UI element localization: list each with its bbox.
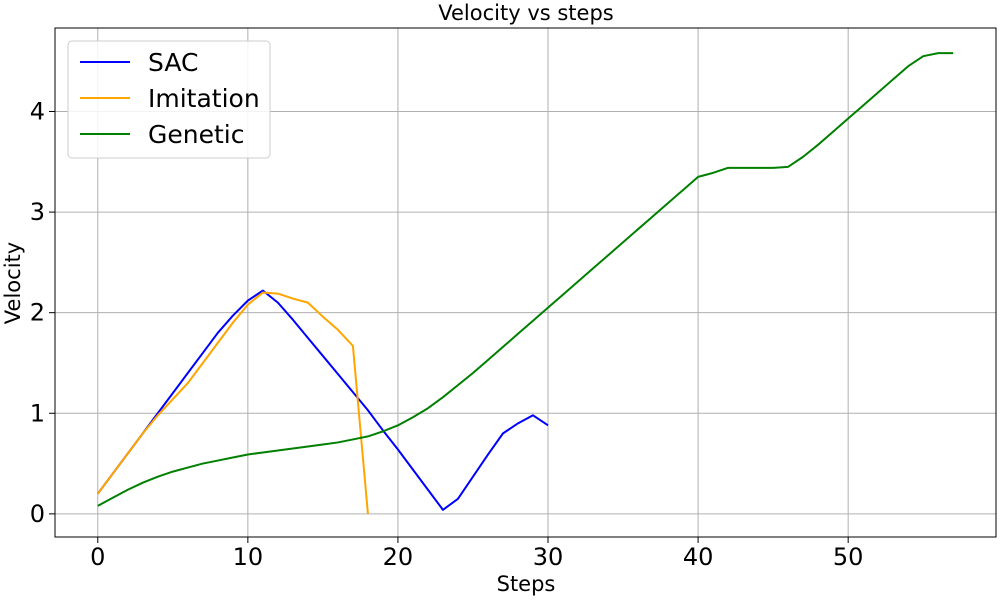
x-axis-label: Steps [497, 572, 556, 596]
x-tick-label: 20 [383, 543, 414, 571]
y-tick-label: 4 [30, 97, 45, 125]
y-tick-label: 2 [30, 299, 45, 327]
axis-ticks: 0 10 20 30 40 50 0 1 2 3 4 [30, 97, 864, 571]
legend-item-imitation: Imitation [80, 84, 260, 113]
x-tick-label: 40 [683, 543, 714, 571]
chart-title: Velocity vs steps [438, 1, 613, 25]
legend: SAC Imitation Genetic [67, 40, 271, 159]
x-tick-label: 0 [90, 543, 105, 571]
series-line-imitation [96, 291, 369, 514]
x-tick-label: 10 [233, 543, 264, 571]
legend-box [67, 40, 271, 159]
x-tick-label: 50 [833, 543, 864, 571]
legend-label: Genetic [148, 120, 244, 149]
plot-area-frame [54, 27, 997, 538]
series-lines [96, 52, 954, 514]
series-line-sac [96, 289, 549, 511]
series-line-genetic [97, 52, 954, 507]
legend-label: SAC [148, 48, 198, 77]
legend-item-sac: SAC [80, 48, 198, 77]
y-tick-label: 1 [30, 399, 45, 427]
legend-label: Imitation [148, 84, 260, 113]
y-axis-label: Velocity [1, 242, 25, 324]
x-tick-label: 30 [533, 543, 564, 571]
y-tick-label: 3 [30, 198, 45, 226]
legend-item-genetic: Genetic [80, 120, 244, 149]
y-tick-label: 0 [30, 500, 45, 528]
